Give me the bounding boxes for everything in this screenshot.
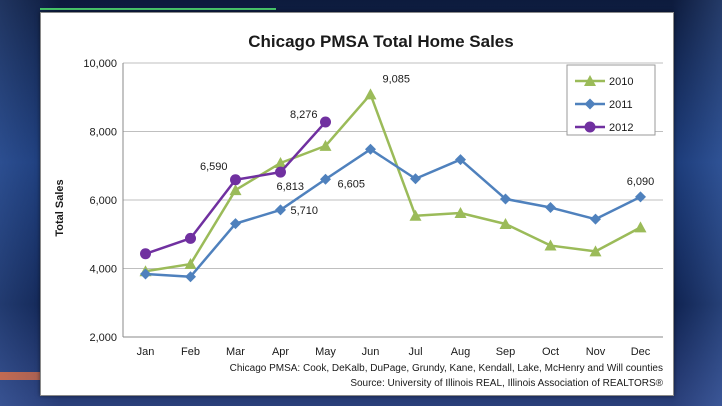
legend-entry-2010: 2010: [575, 75, 633, 88]
line-chart: Chicago PMSA Total Home Sales Total Sale…: [54, 32, 664, 389]
data-point-2010: [184, 258, 197, 270]
x-tick-label: Jun: [362, 346, 380, 358]
series-2012: [140, 116, 331, 260]
chart-title: Chicago PMSA Total Home Sales: [248, 32, 513, 51]
data-label: 6,605: [338, 178, 366, 190]
y-tick-label: 6,000: [89, 195, 117, 207]
background-accent-line: [40, 8, 276, 10]
data-point-2010: [634, 221, 647, 233]
data-label: 8,276: [290, 109, 318, 121]
data-label: 5,710: [291, 205, 319, 217]
series-2011: [140, 143, 646, 283]
data-point-2011: [545, 202, 556, 214]
x-tick-label: Dec: [631, 346, 651, 358]
data-point-2012: [140, 248, 151, 260]
y-tick-label: 10,000: [83, 58, 117, 70]
data-point-2010: [274, 157, 287, 169]
y-axis-label: Total Sales: [54, 179, 66, 236]
legend-label: 2012: [609, 122, 633, 134]
series-line-2011: [145, 148, 642, 278]
data-point-2010: [409, 209, 422, 221]
data-point-2011: [410, 173, 421, 185]
data-label: 6,813: [277, 181, 305, 193]
series-line-2010: [145, 93, 642, 273]
legend-label: 2010: [609, 76, 633, 88]
y-tick-label: 8,000: [89, 127, 117, 139]
data-point-2011: [185, 271, 196, 283]
x-tick-label: Aug: [451, 346, 471, 358]
x-tick-label: Feb: [181, 346, 200, 358]
footnote: Chicago PMSA: Cook, DeKalb, DuPage, Grun…: [230, 363, 663, 374]
x-tick-label: Jan: [137, 346, 155, 358]
data-point-2010: [454, 207, 467, 219]
chart-panel: Chicago PMSA Total Home Sales Total Sale…: [40, 12, 674, 396]
x-tick-label: Jul: [408, 346, 422, 358]
data-label: 6,590: [200, 161, 228, 173]
legend-entry-2012: 2012: [575, 121, 633, 134]
data-point-2011: [320, 173, 331, 185]
x-tick-label: Mar: [226, 346, 245, 358]
x-tick-label: May: [315, 346, 336, 358]
x-tick-label: Apr: [272, 346, 289, 358]
legend-label: 2011: [609, 99, 633, 111]
data-label: 6,090: [627, 176, 655, 188]
y-tick-label: 4,000: [89, 264, 117, 276]
data-point-2011: [590, 213, 601, 225]
series-2010: [139, 88, 647, 277]
data-point-2011: [275, 204, 286, 216]
data-point-2012: [275, 166, 286, 178]
data-point-2010: [364, 88, 377, 100]
legend: 2010 2011 2012: [566, 64, 656, 136]
legend-entry-2011: 2011: [575, 98, 633, 111]
data-point-2010: [499, 217, 512, 229]
x-tick-label: Nov: [586, 346, 606, 358]
data-point-2012: [185, 232, 196, 244]
data-point-2010: [589, 245, 602, 257]
data-label: 9,085: [383, 73, 411, 85]
legend-marker: [584, 75, 596, 86]
legend-box: [566, 64, 656, 136]
y-tick-label: 2,000: [89, 332, 117, 344]
source-note: Source: University of Illinois REAL, Ill…: [350, 378, 663, 389]
legend-marker: [584, 98, 596, 110]
x-tick-label: Oct: [542, 346, 559, 358]
series-lines: [139, 88, 647, 283]
data-point-2012: [230, 174, 241, 186]
data-point-2011: [455, 154, 466, 166]
data-point-2011: [230, 218, 241, 230]
data-point-2011: [635, 191, 646, 203]
data-point-2012: [320, 116, 331, 128]
data-labels: 9,085 5,710 6,605 6,090 6,590 6,813 8,276: [200, 73, 654, 217]
data-point-2011: [365, 143, 376, 155]
data-point-2010: [229, 184, 242, 196]
data-point-2010: [544, 239, 557, 251]
x-tick-label: Sep: [496, 346, 516, 358]
data-point-2011: [140, 268, 151, 280]
data-point-2010: [319, 139, 332, 151]
axes: 2,000 4,000 6,000 8,000 10,000 Jan Feb Mar Apr Ma…: [83, 58, 663, 358]
data-point-2011: [500, 193, 511, 205]
legend-marker: [584, 121, 596, 133]
